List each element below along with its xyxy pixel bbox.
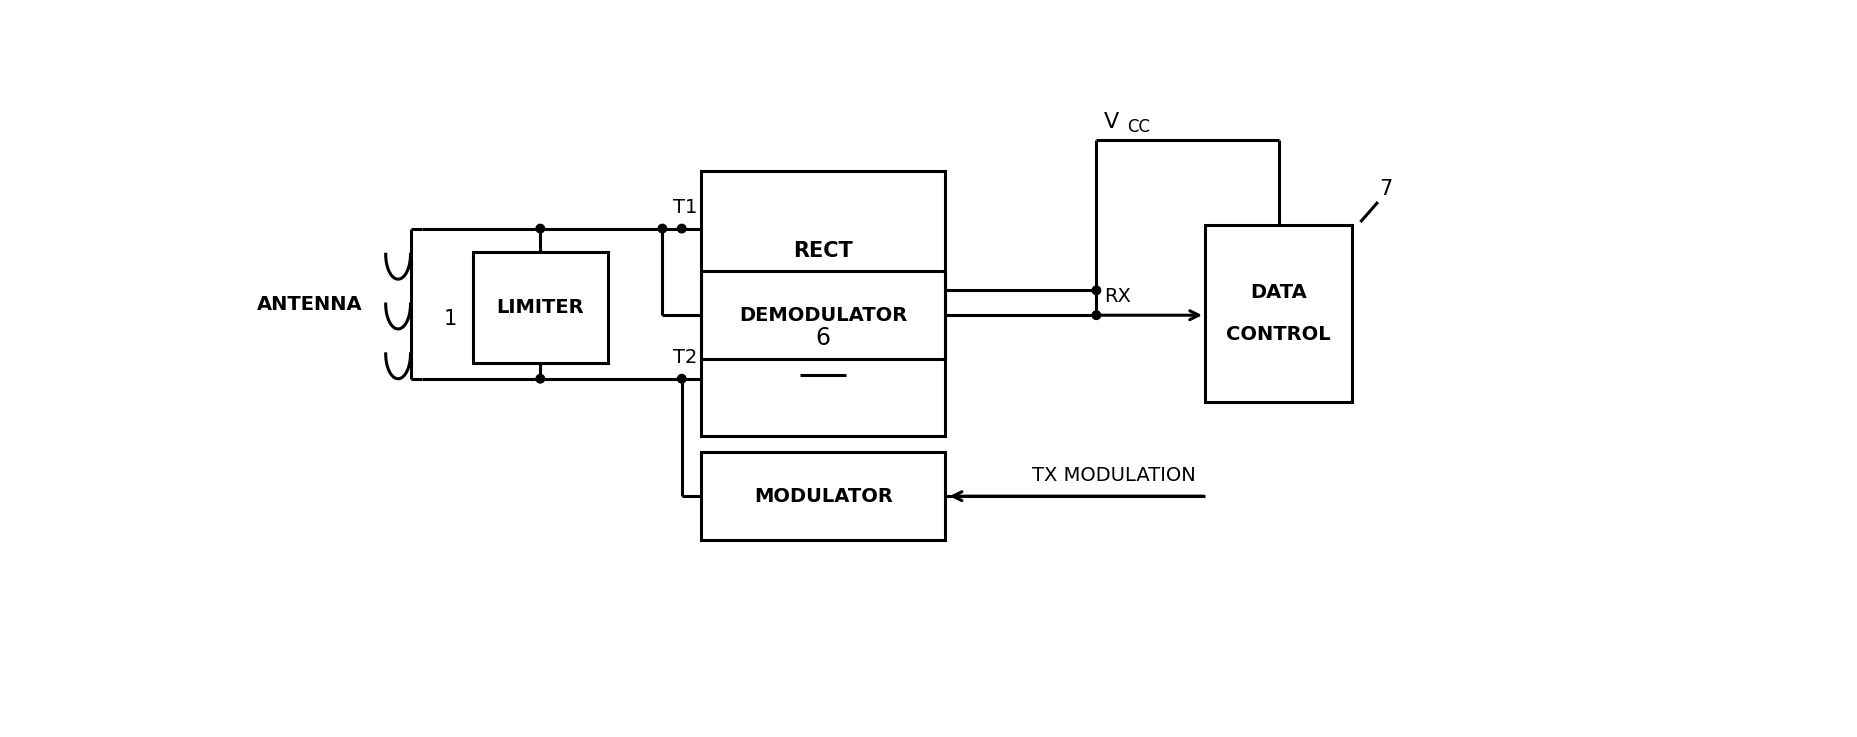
Text: V: V bbox=[1103, 112, 1118, 133]
Bar bbox=[472, 251, 607, 363]
Text: T2: T2 bbox=[672, 348, 696, 367]
Text: DATA: DATA bbox=[1250, 282, 1305, 301]
Text: CC: CC bbox=[1127, 118, 1149, 136]
Circle shape bbox=[678, 374, 685, 383]
Text: RECT: RECT bbox=[793, 240, 852, 260]
Text: T1: T1 bbox=[672, 198, 696, 217]
Circle shape bbox=[657, 224, 667, 233]
Circle shape bbox=[537, 224, 544, 233]
Text: 6: 6 bbox=[815, 326, 830, 350]
Text: MODULATOR: MODULATOR bbox=[754, 486, 891, 506]
Bar bbox=[1203, 225, 1352, 402]
Text: LIMITER: LIMITER bbox=[496, 298, 583, 317]
Bar bbox=[700, 271, 945, 360]
Bar bbox=[700, 452, 945, 540]
Circle shape bbox=[537, 374, 544, 383]
Bar bbox=[700, 171, 945, 436]
Text: RX: RX bbox=[1103, 287, 1131, 306]
Text: DEMODULATOR: DEMODULATOR bbox=[739, 306, 906, 325]
Text: TX MODULATION: TX MODULATION bbox=[1031, 466, 1196, 485]
Text: CONTROL: CONTROL bbox=[1226, 325, 1330, 344]
Text: 7: 7 bbox=[1380, 179, 1393, 199]
Text: ANTENNA: ANTENNA bbox=[256, 295, 362, 313]
Circle shape bbox=[1092, 311, 1099, 319]
Circle shape bbox=[678, 224, 685, 233]
Text: 1: 1 bbox=[444, 309, 457, 329]
Circle shape bbox=[1092, 286, 1099, 295]
